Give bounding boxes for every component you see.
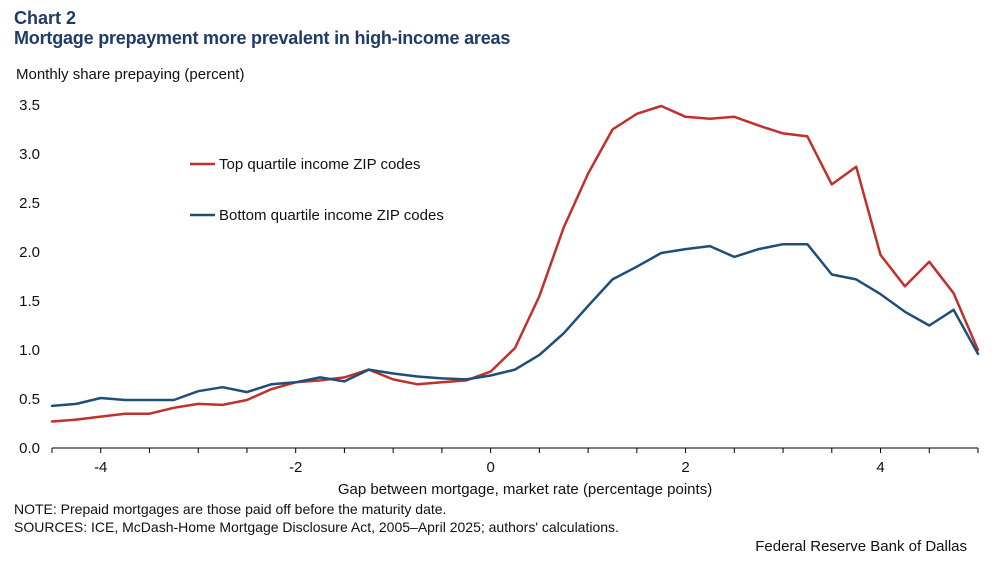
- x-tick-label: -4: [94, 459, 107, 476]
- axes: 0.0 0.5 1.0 1.5 2.0 2.5 3.0 3.5 -4 -2 0 2 4 Gap betwe…: [19, 97, 979, 498]
- y-tick-label: 2.5: [19, 195, 40, 212]
- series-lines: [50, 104, 980, 423]
- legend-entry-label: Top quartile income ZIP codes: [219, 156, 421, 173]
- y-tick-label: 0.5: [19, 391, 40, 408]
- chart-sources: SOURCES: ICE, McDash-Home Mortgage Discl…: [14, 519, 619, 535]
- y-tick-label: 3.5: [19, 97, 40, 114]
- chart-note: NOTE: Prepaid mortgages are those paid o…: [14, 501, 447, 517]
- chart-title: Mortgage prepayment more prevalent in hi…: [14, 28, 511, 48]
- y-tick-label: 1.5: [19, 293, 40, 310]
- legend: Top quartile income ZIP codes Bottom quar…: [190, 156, 444, 224]
- x-tick-label: 0: [486, 459, 494, 476]
- y-tick-label: 2.0: [19, 244, 40, 261]
- legend-entry-label: Bottom quartile income ZIP codes: [219, 207, 444, 224]
- x-tick-label: -2: [289, 459, 302, 476]
- x-axis-label: Gap between mortgage, market rate (perce…: [338, 481, 712, 498]
- y-tick-label: 3.0: [19, 146, 40, 163]
- x-tick-label: 4: [876, 459, 884, 476]
- y-tick-label: 1.0: [19, 342, 40, 359]
- y-tick-label: 0.0: [19, 440, 40, 457]
- series-line-bottom-quartile: [50, 242, 980, 408]
- y-axis-label: Monthly share prepaying (percent): [16, 66, 245, 83]
- series-line-top-quartile: [50, 104, 980, 423]
- x-tick-label: 2: [681, 459, 689, 476]
- chart-number: Chart 2: [14, 8, 77, 28]
- source-credit: Federal Reserve Bank of Dallas: [755, 538, 967, 555]
